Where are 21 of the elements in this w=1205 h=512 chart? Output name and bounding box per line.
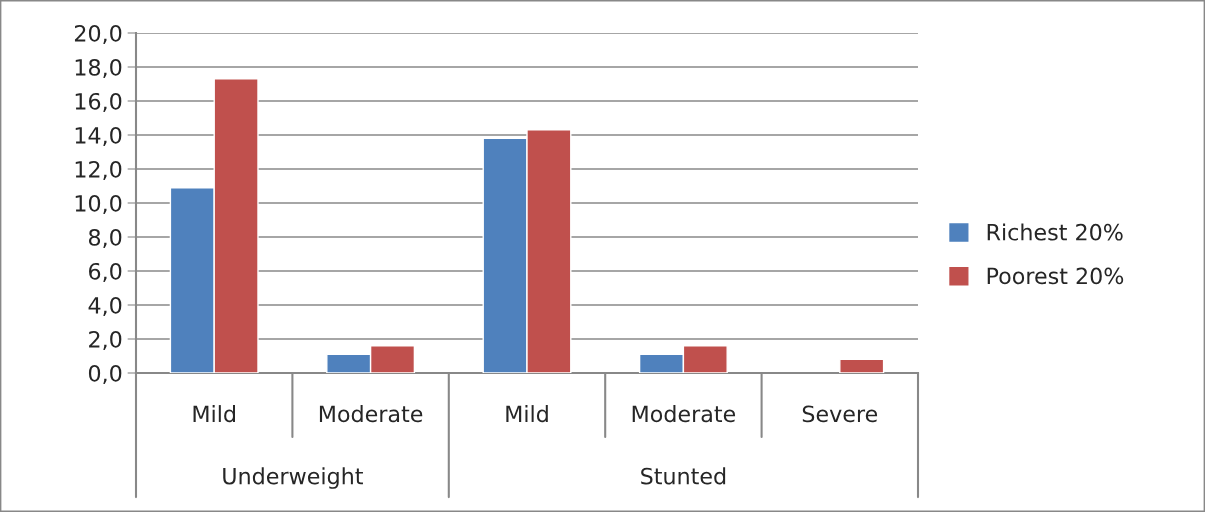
y-tick-label: 2,0 xyxy=(89,330,122,351)
text: Underweight xyxy=(223,467,363,489)
x-tick-label: Moderate xyxy=(319,405,423,423)
legend-label: Poorest 20% xyxy=(987,267,1124,285)
text: Stunted xyxy=(641,467,726,485)
y-tick-label: 20,0 xyxy=(74,24,122,45)
legend-label: Richest 20% xyxy=(987,223,1123,241)
bar xyxy=(839,358,885,373)
y-tick-label: 14,0 xyxy=(75,126,122,147)
y-tick-label: 8,0 xyxy=(88,228,122,249)
y-tick-label: 10,0 xyxy=(75,194,122,215)
x-tick-label: Moderate xyxy=(632,405,736,423)
y-tick-label: 16,0 xyxy=(75,92,122,113)
x-tick-label: Mild xyxy=(193,405,235,423)
y-tick-label: 0,0 xyxy=(88,364,122,385)
y-tick-label: 18,0 xyxy=(75,58,122,79)
y-tick-label: 6,0 xyxy=(89,262,122,283)
y-tick-label: 12,0 xyxy=(75,160,122,181)
x-tick-label: Mild xyxy=(506,405,548,423)
y-tick-label: 4,0 xyxy=(88,296,122,317)
x-tick-label: Severe xyxy=(802,405,878,423)
